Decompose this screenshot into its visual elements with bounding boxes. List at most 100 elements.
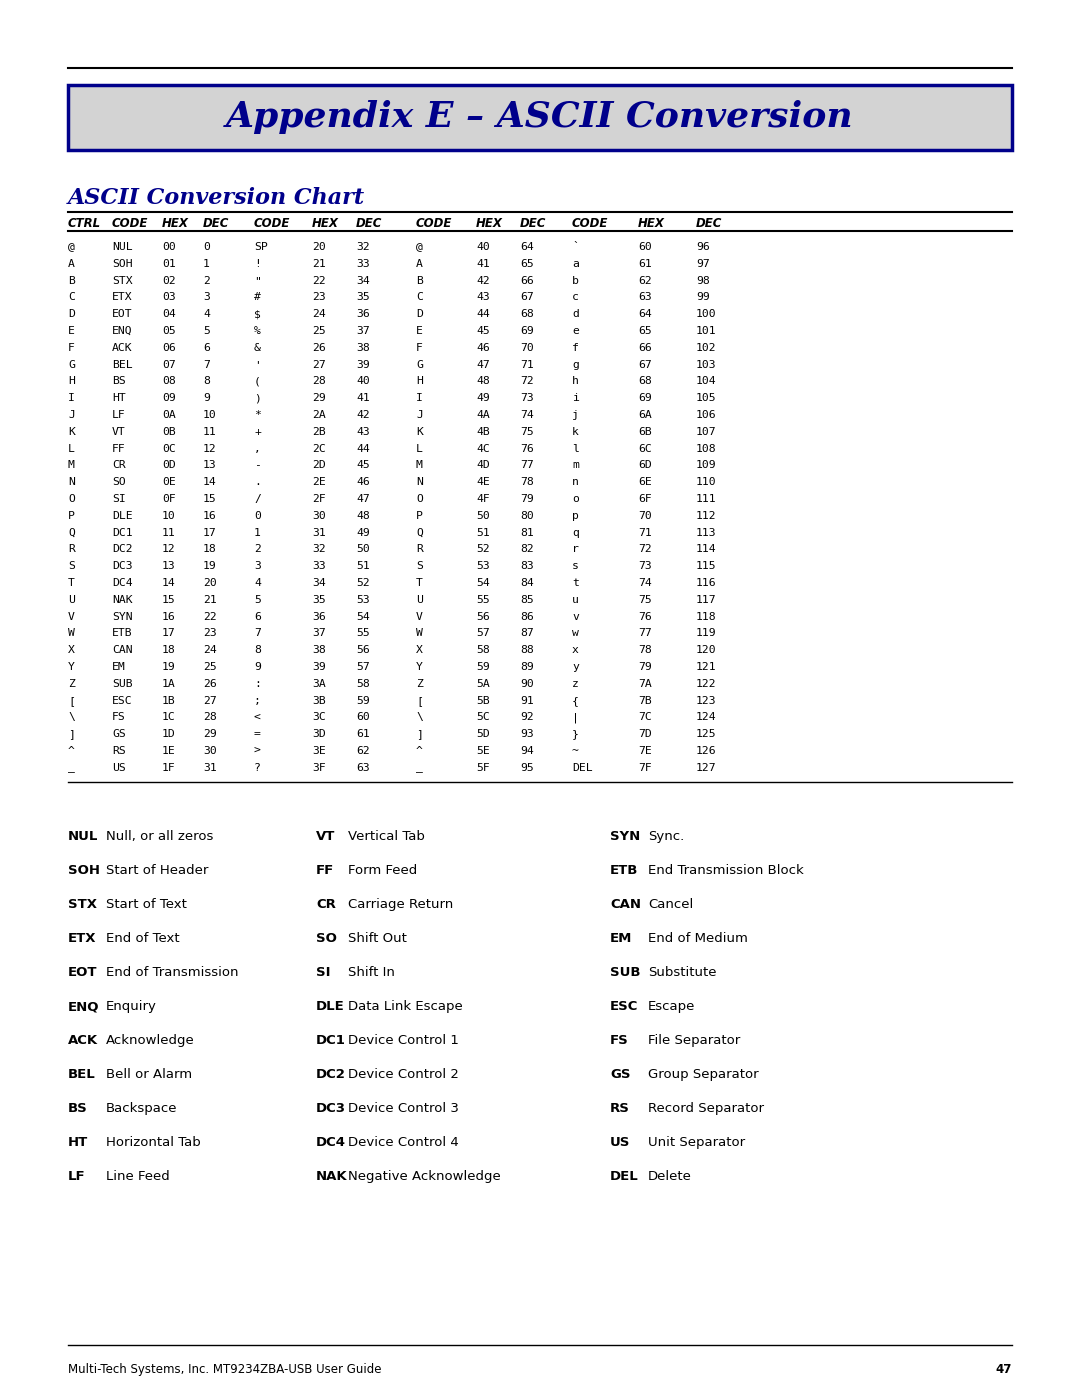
Text: 60: 60 bbox=[356, 712, 369, 722]
Text: S: S bbox=[68, 562, 75, 571]
Text: 24: 24 bbox=[203, 645, 217, 655]
Text: 56: 56 bbox=[356, 645, 369, 655]
Text: 14: 14 bbox=[203, 478, 217, 488]
Text: VT: VT bbox=[112, 427, 125, 437]
Text: 65: 65 bbox=[519, 258, 534, 268]
Text: 37: 37 bbox=[356, 326, 369, 337]
Text: 4: 4 bbox=[203, 309, 210, 319]
Text: T: T bbox=[68, 578, 75, 588]
Text: 5A: 5A bbox=[476, 679, 489, 689]
Text: 79: 79 bbox=[519, 495, 534, 504]
Text: 01: 01 bbox=[162, 258, 176, 268]
Text: End of Medium: End of Medium bbox=[648, 932, 747, 944]
Text: 55: 55 bbox=[476, 595, 489, 605]
Text: 82: 82 bbox=[519, 545, 534, 555]
Text: 03: 03 bbox=[162, 292, 176, 302]
Text: ~: ~ bbox=[572, 746, 579, 756]
Text: EOT: EOT bbox=[112, 309, 133, 319]
Text: >: > bbox=[254, 746, 261, 756]
Text: 42: 42 bbox=[476, 275, 489, 285]
Text: 76: 76 bbox=[638, 612, 651, 622]
Text: 69: 69 bbox=[519, 326, 534, 337]
Text: HEX: HEX bbox=[162, 217, 189, 231]
Text: M: M bbox=[68, 461, 75, 471]
Text: 4C: 4C bbox=[476, 444, 489, 454]
Text: 11: 11 bbox=[162, 528, 176, 538]
Text: G: G bbox=[68, 359, 75, 370]
Text: 55: 55 bbox=[356, 629, 369, 638]
Text: DC2: DC2 bbox=[316, 1067, 346, 1081]
Text: DC4: DC4 bbox=[316, 1136, 346, 1148]
Text: ETX: ETX bbox=[112, 292, 133, 302]
Text: ]: ] bbox=[416, 729, 423, 739]
Text: J: J bbox=[416, 409, 423, 420]
Text: f: f bbox=[572, 342, 579, 353]
Text: 20: 20 bbox=[203, 578, 217, 588]
Text: 26: 26 bbox=[203, 679, 217, 689]
Text: 89: 89 bbox=[519, 662, 534, 672]
Text: Acknowledge: Acknowledge bbox=[106, 1034, 194, 1046]
Text: K: K bbox=[416, 427, 423, 437]
Text: FF: FF bbox=[112, 444, 125, 454]
Text: 16: 16 bbox=[162, 612, 176, 622]
Text: 63: 63 bbox=[356, 763, 369, 773]
Text: Shift In: Shift In bbox=[348, 965, 395, 979]
Text: DEL: DEL bbox=[572, 763, 593, 773]
Text: FS: FS bbox=[610, 1034, 629, 1046]
Text: DEC: DEC bbox=[519, 217, 546, 231]
Text: 32: 32 bbox=[312, 545, 326, 555]
Text: U: U bbox=[416, 595, 423, 605]
Text: 46: 46 bbox=[476, 342, 489, 353]
Text: 61: 61 bbox=[356, 729, 369, 739]
Text: 111: 111 bbox=[696, 495, 717, 504]
Text: &: & bbox=[254, 342, 261, 353]
Text: V: V bbox=[68, 612, 75, 622]
Text: Q: Q bbox=[416, 528, 423, 538]
Text: 5E: 5E bbox=[476, 746, 489, 756]
Text: ^: ^ bbox=[416, 746, 423, 756]
Text: 04: 04 bbox=[162, 309, 176, 319]
Text: NUL: NUL bbox=[68, 830, 98, 842]
Text: e: e bbox=[572, 326, 579, 337]
Text: 42: 42 bbox=[356, 409, 369, 420]
Text: 3A: 3A bbox=[312, 679, 326, 689]
Text: 106: 106 bbox=[696, 409, 717, 420]
Text: j: j bbox=[572, 409, 579, 420]
Text: ,: , bbox=[254, 444, 261, 454]
Text: 1B: 1B bbox=[162, 696, 176, 705]
Text: 0: 0 bbox=[203, 242, 210, 251]
Text: 63: 63 bbox=[638, 292, 651, 302]
Text: 109: 109 bbox=[696, 461, 717, 471]
Text: 09: 09 bbox=[162, 393, 176, 404]
Text: 2F: 2F bbox=[312, 495, 326, 504]
Text: 38: 38 bbox=[356, 342, 369, 353]
Text: 70: 70 bbox=[519, 342, 534, 353]
Text: ': ' bbox=[254, 359, 261, 370]
Text: 98: 98 bbox=[696, 275, 710, 285]
Text: NUL: NUL bbox=[112, 242, 133, 251]
Text: O: O bbox=[416, 495, 423, 504]
Text: 94: 94 bbox=[519, 746, 534, 756]
Text: [: [ bbox=[68, 696, 75, 705]
Text: t: t bbox=[572, 578, 579, 588]
Text: M: M bbox=[416, 461, 423, 471]
Text: 36: 36 bbox=[356, 309, 369, 319]
Text: L: L bbox=[68, 444, 75, 454]
Text: 0F: 0F bbox=[162, 495, 176, 504]
Text: g: g bbox=[572, 359, 579, 370]
Text: A: A bbox=[68, 258, 75, 268]
Text: 7F: 7F bbox=[638, 763, 651, 773]
Text: 7: 7 bbox=[254, 629, 261, 638]
Text: GS: GS bbox=[610, 1067, 631, 1081]
Text: End of Transmission: End of Transmission bbox=[106, 965, 239, 979]
Text: DLE: DLE bbox=[112, 511, 133, 521]
Text: 5B: 5B bbox=[476, 696, 489, 705]
Text: SYN: SYN bbox=[610, 830, 640, 842]
Text: 107: 107 bbox=[696, 427, 717, 437]
Text: b: b bbox=[572, 275, 579, 285]
Text: DLE: DLE bbox=[316, 1000, 345, 1013]
Text: 113: 113 bbox=[696, 528, 717, 538]
Text: ENQ: ENQ bbox=[112, 326, 133, 337]
Text: Shift Out: Shift Out bbox=[348, 932, 407, 944]
Text: 41: 41 bbox=[356, 393, 369, 404]
